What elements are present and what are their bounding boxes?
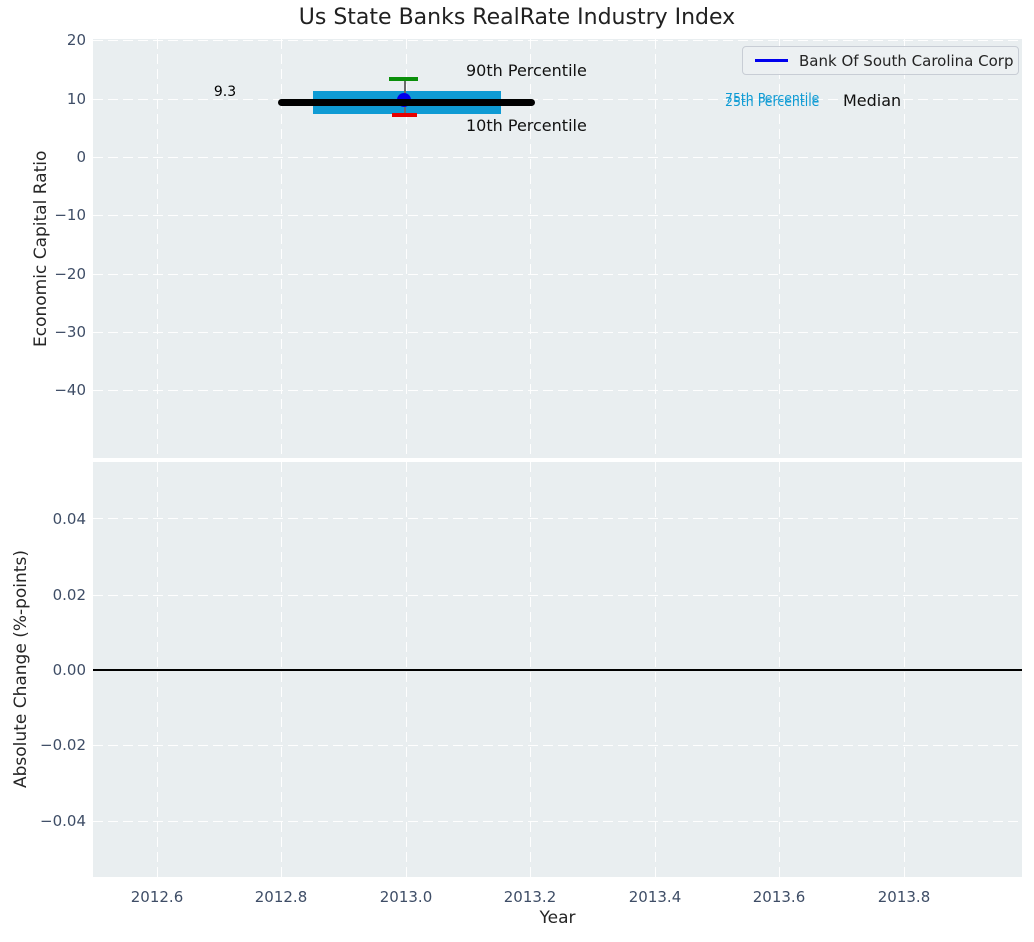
p90-label: 90th Percentile	[466, 61, 587, 80]
gridline	[655, 39, 656, 458]
gridline	[530, 39, 531, 458]
x-tick-label: 2012.8	[254, 888, 308, 906]
y-tick-label: −10	[54, 206, 86, 224]
legend-label: Bank Of South Carolina Corp	[799, 51, 1014, 70]
gridline	[93, 821, 1022, 822]
gridline	[93, 99, 1022, 100]
top-y-axis-label: Economic Capital Ratio	[31, 150, 51, 347]
gridline	[93, 518, 1022, 519]
chart-title: Us State Banks RealRate Industry Index	[298, 5, 736, 30]
gridline	[93, 390, 1022, 391]
gridline	[93, 745, 1022, 746]
x-tick-label: 2013.6	[752, 888, 806, 906]
y-tick-label: 10	[66, 90, 86, 108]
bottom-y-axis-label: Absolute Change (%-points)	[11, 550, 31, 789]
p75-label: 75th Percentile	[725, 90, 820, 105]
gridline	[904, 39, 905, 458]
y-tick-label: 0.04	[52, 510, 86, 528]
gridline	[157, 39, 158, 458]
gridline	[281, 39, 282, 458]
zero-baseline	[93, 669, 1022, 671]
y-tick-label: −40	[54, 381, 86, 399]
gridline	[93, 595, 1022, 596]
median-line	[278, 99, 535, 106]
y-tick-label: −20	[54, 265, 86, 283]
gridline	[406, 39, 407, 458]
x-tick-label: 2013.4	[628, 888, 682, 906]
gridline	[93, 215, 1022, 216]
p90-cap	[389, 77, 418, 81]
y-tick-label: 20	[66, 31, 86, 49]
x-tick-label: 2013.8	[877, 888, 931, 906]
legend-line-swatch	[755, 59, 788, 62]
legend: Bank Of South Carolina Corp	[742, 46, 1019, 75]
x-tick-label: 2012.6	[130, 888, 184, 906]
x-axis-label: Year	[539, 908, 576, 928]
gridline	[779, 39, 780, 458]
y-tick-label: 0	[76, 148, 86, 166]
p10-cap	[392, 113, 417, 117]
gridline	[93, 274, 1022, 275]
x-tick-label: 2013.2	[503, 888, 557, 906]
x-tick-label: 2013.0	[379, 888, 433, 906]
median-value-label: 9.3	[213, 84, 237, 100]
y-tick-label: 0.00	[52, 661, 86, 679]
y-tick-label: −0.02	[40, 736, 86, 754]
p25-label: 25th Percentile	[725, 93, 820, 109]
gridline	[93, 157, 1022, 158]
gridline	[93, 332, 1022, 333]
p10-label: 10th Percentile	[466, 116, 587, 135]
y-tick-label: −0.04	[40, 812, 86, 830]
y-tick-label: −30	[54, 323, 86, 341]
gridline	[93, 40, 1022, 41]
top-plot-area	[93, 39, 1022, 458]
y-tick-label: 0.02	[52, 586, 86, 604]
median-label: Median	[843, 91, 902, 110]
